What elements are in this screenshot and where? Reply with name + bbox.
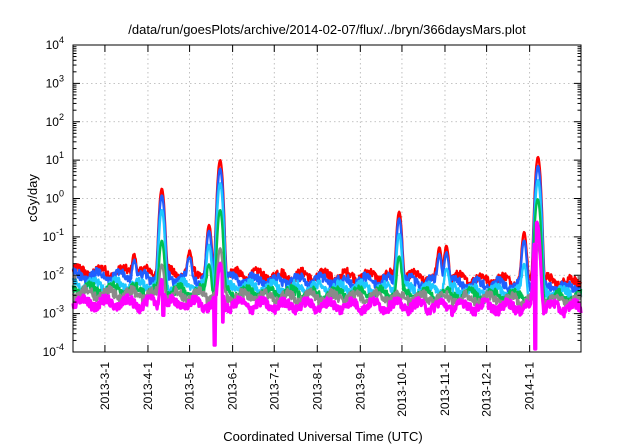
- grid-lines: [73, 44, 581, 353]
- y-tick-label: 10-3: [43, 304, 64, 321]
- x-tick-label: 2013-6-1: [226, 362, 240, 410]
- x-tick-label: 2013-9-1: [353, 362, 367, 410]
- y-tick-label: 10-4: [43, 342, 64, 359]
- chart-title: /data/run/goesPlots/archive/2014-02-07/f…: [128, 22, 526, 37]
- y-tick-label: 102: [46, 112, 64, 129]
- y-tick-label: 10-1: [43, 227, 64, 244]
- x-tick-label: 2013-4-1: [141, 362, 155, 410]
- series-line-1: [71, 155, 583, 292]
- x-tick-label: 2014-1-1: [523, 362, 537, 410]
- y-axis: 104 103 102 101 100 10-1 10-2 10-3 10-4: [43, 35, 581, 359]
- y-tick-label: 10-2: [43, 265, 64, 282]
- x-tick-label: 2013-7-1: [267, 362, 281, 410]
- x-tick-label: 2013-12-1: [480, 362, 494, 417]
- y-axis-label: cGy/day: [25, 174, 40, 222]
- x-axis-label: Coordinated Universal Time (UTC): [223, 429, 422, 444]
- x-tick-label: 2013-5-1: [183, 362, 197, 410]
- y-tick-label: 101: [46, 150, 64, 167]
- y-tick-label: 103: [46, 73, 64, 90]
- series-line-6: [71, 220, 583, 351]
- series-layer: [71, 155, 583, 351]
- x-tick-label: 2013-8-1: [310, 362, 324, 410]
- x-tick-label: 2013-11-1: [438, 362, 452, 416]
- y-tick-label: 100: [46, 189, 64, 206]
- x-axis: 2013-3-1 2013-4-1 2013-5-1 2013-6-1 2013-7-1…: [98, 45, 537, 417]
- x-tick-label: 2013-3-1: [98, 362, 112, 410]
- series-line-5: [71, 244, 583, 311]
- x-tick-label: 2013-10-1: [395, 362, 409, 417]
- y-tick-label: 104: [46, 35, 64, 52]
